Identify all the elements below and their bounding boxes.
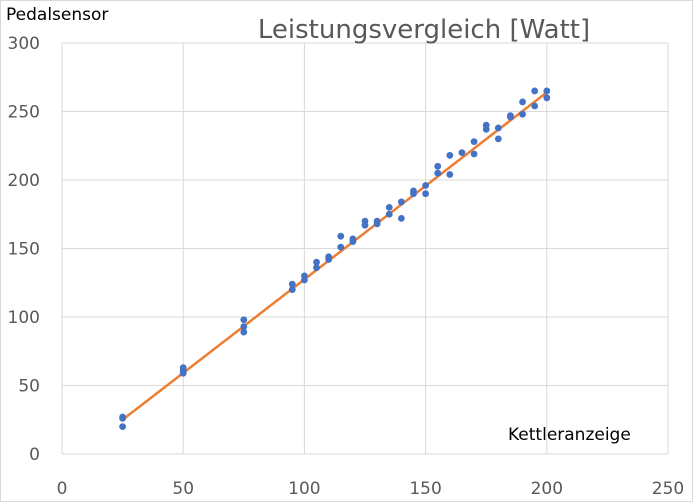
data-point xyxy=(446,151,454,159)
data-point xyxy=(288,280,296,288)
data-point xyxy=(434,162,442,170)
data-point xyxy=(240,316,248,324)
x-tick-label: 150 xyxy=(409,479,441,499)
data-point xyxy=(422,182,429,189)
data-point xyxy=(543,87,551,95)
x-tick-label: 250 xyxy=(652,479,684,499)
data-point xyxy=(288,286,296,293)
y-axis-tick-labels: 0 50 100 150 200 250 300 xyxy=(8,34,40,465)
x-tick-label: 0 xyxy=(57,479,68,499)
data-points xyxy=(119,87,551,430)
y-tick-label: 0 xyxy=(29,445,40,465)
y-tick-label: 250 xyxy=(8,103,40,123)
x-tick-label: 200 xyxy=(531,479,563,499)
data-point xyxy=(313,264,320,272)
data-point xyxy=(434,169,442,177)
data-point xyxy=(313,258,320,266)
data-point xyxy=(337,232,345,240)
gridlines xyxy=(61,42,669,455)
data-point xyxy=(494,124,502,132)
x-axis-tick-labels: 0 50 100 150 200 250 xyxy=(57,479,685,499)
data-point xyxy=(507,112,514,120)
chart-title: Leistungsvergleich [Watt] xyxy=(258,15,590,45)
y-tick-label: 150 xyxy=(8,240,40,260)
data-point xyxy=(337,243,345,251)
data-point xyxy=(119,423,126,430)
x-axis-title: Kettleranzeige xyxy=(508,425,631,445)
data-point xyxy=(240,323,248,330)
data-point xyxy=(470,138,478,146)
data-point xyxy=(519,110,526,118)
data-point xyxy=(531,102,539,110)
data-point xyxy=(385,210,393,218)
data-point xyxy=(422,190,429,198)
data-point xyxy=(373,217,381,225)
x-tick-label: 50 xyxy=(172,479,194,499)
data-point xyxy=(240,328,248,336)
data-point xyxy=(446,171,454,178)
data-point xyxy=(361,217,369,225)
data-point xyxy=(301,272,308,280)
y-axis-title: Pedalsensor xyxy=(6,5,108,25)
data-point xyxy=(119,413,126,421)
data-point xyxy=(458,149,466,157)
x-tick-label: 100 xyxy=(288,479,320,499)
data-point xyxy=(531,87,539,95)
trendline-layer xyxy=(121,91,549,421)
data-point xyxy=(543,94,551,102)
data-point xyxy=(494,135,502,143)
y-tick-label: 50 xyxy=(18,377,40,397)
data-point xyxy=(519,98,526,106)
data-point xyxy=(397,214,405,222)
y-tick-label: 200 xyxy=(8,171,40,191)
y-tick-label: 300 xyxy=(8,34,40,54)
data-point xyxy=(397,198,405,206)
data-point xyxy=(470,150,478,158)
data-point xyxy=(482,121,490,129)
data-point xyxy=(385,204,393,211)
data-point xyxy=(179,364,187,372)
data-point xyxy=(349,235,357,243)
data-point xyxy=(325,253,333,261)
data-point xyxy=(410,187,417,195)
trendline xyxy=(121,91,549,421)
y-tick-label: 100 xyxy=(8,308,40,328)
